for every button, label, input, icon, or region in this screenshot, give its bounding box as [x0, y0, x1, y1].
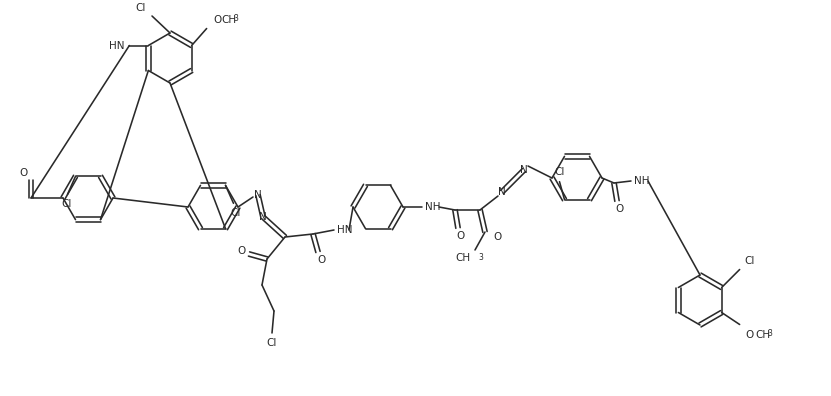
Text: O: O	[615, 204, 623, 214]
Text: Cl: Cl	[554, 167, 565, 177]
Text: Cl: Cl	[267, 338, 278, 348]
Text: 3: 3	[478, 253, 483, 262]
Text: N: N	[259, 212, 267, 222]
Text: N: N	[520, 165, 528, 175]
Text: HN: HN	[337, 225, 352, 235]
Text: O: O	[745, 329, 754, 339]
Text: CH: CH	[755, 329, 771, 339]
Text: O: O	[317, 255, 325, 265]
Text: CH: CH	[222, 15, 237, 25]
Text: Cl: Cl	[230, 208, 241, 218]
Text: Cl: Cl	[61, 199, 71, 209]
Text: Cl: Cl	[135, 3, 146, 13]
Text: O: O	[456, 231, 465, 241]
Text: O: O	[214, 15, 222, 25]
Text: HN: HN	[109, 40, 125, 51]
Text: NH: NH	[634, 176, 650, 186]
Text: 3: 3	[768, 329, 773, 339]
Text: Cl: Cl	[745, 255, 755, 265]
Text: O: O	[19, 168, 27, 178]
Text: N: N	[254, 190, 262, 200]
Text: O: O	[493, 232, 501, 242]
Text: 3: 3	[234, 13, 238, 23]
Text: N: N	[498, 187, 506, 197]
Text: NH: NH	[425, 202, 440, 212]
Text: CH: CH	[455, 253, 470, 263]
Text: O: O	[237, 246, 245, 256]
